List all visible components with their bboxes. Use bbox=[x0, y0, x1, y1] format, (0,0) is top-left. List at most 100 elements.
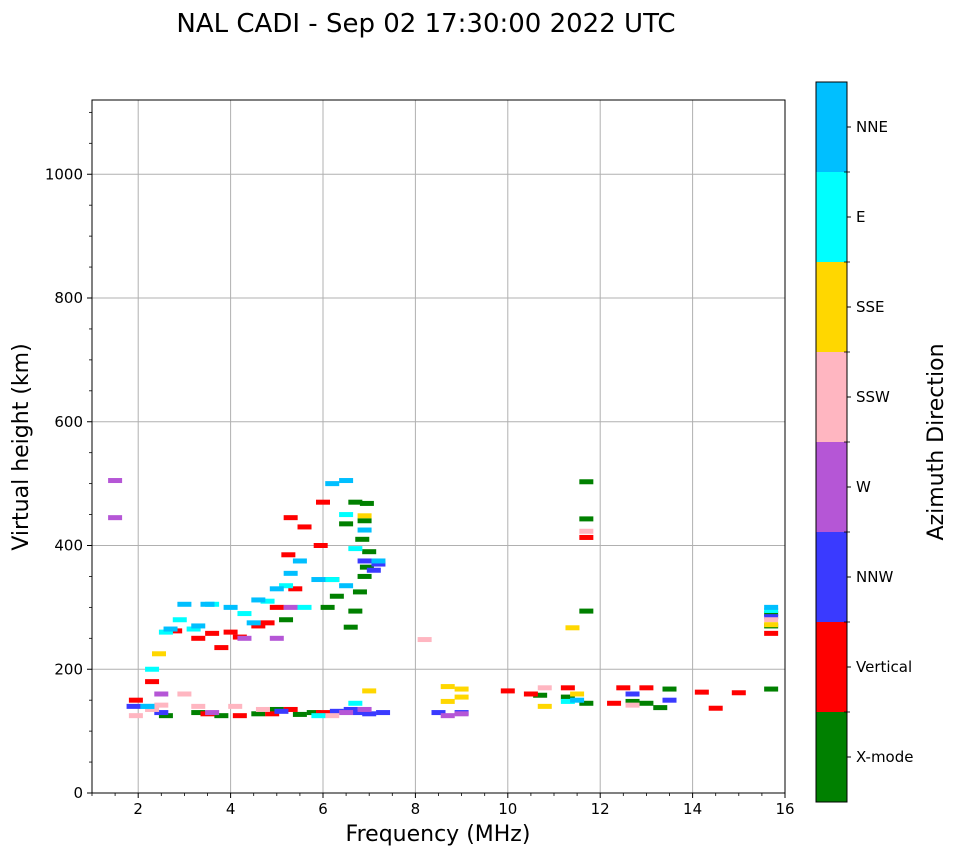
colorbar-category-label: SSW bbox=[856, 388, 890, 406]
x-tick-label: 14 bbox=[683, 800, 702, 818]
chart-title: NAL CADI - Sep 02 17:30:00 2022 UTC bbox=[176, 9, 675, 39]
point-sse bbox=[440, 684, 455, 690]
point-w bbox=[154, 691, 169, 697]
point-nne bbox=[269, 586, 284, 592]
point-nne bbox=[140, 703, 155, 709]
colorbar-category-label: X-mode bbox=[856, 748, 913, 766]
point-e bbox=[348, 700, 363, 706]
point-e bbox=[339, 512, 354, 518]
point-nne bbox=[570, 697, 585, 703]
point-vertical bbox=[145, 679, 160, 685]
point-vertical bbox=[500, 688, 515, 694]
point-vertical bbox=[128, 697, 143, 703]
y-tick-label: 600 bbox=[54, 413, 83, 431]
point-ssw bbox=[255, 706, 270, 712]
point-w bbox=[357, 706, 372, 712]
point-e bbox=[145, 666, 160, 672]
point-xmode bbox=[251, 711, 266, 717]
point-sse bbox=[151, 651, 166, 657]
point-xmode bbox=[292, 711, 307, 717]
y-axis-ticks: 0 200 400 600 800 1000 bbox=[45, 111, 92, 802]
colorbar-segment bbox=[816, 352, 847, 442]
point-w bbox=[205, 710, 220, 716]
point-nne bbox=[311, 577, 326, 583]
point-w bbox=[269, 635, 284, 641]
point-e bbox=[172, 617, 187, 623]
point-nne bbox=[325, 481, 340, 487]
point-ssw bbox=[325, 713, 340, 719]
point-nne bbox=[251, 597, 266, 603]
point-vertical bbox=[579, 534, 594, 540]
x-axis-ticks: 2 4 6 8 10 12 14 16 bbox=[91, 793, 795, 818]
colorbar-category-label: NNW bbox=[856, 568, 893, 586]
point-e bbox=[158, 629, 173, 635]
colorbar-category-label: E bbox=[856, 208, 865, 226]
point-vertical bbox=[313, 543, 328, 548]
point-vertical bbox=[316, 499, 330, 505]
point-ssw bbox=[579, 528, 594, 534]
point-sse bbox=[454, 686, 469, 692]
point-w bbox=[108, 515, 123, 521]
data-points bbox=[108, 478, 779, 719]
point-sse bbox=[454, 694, 469, 700]
point-e bbox=[297, 604, 312, 610]
point-xmode bbox=[362, 549, 377, 555]
point-vertical bbox=[251, 623, 266, 629]
point-nne bbox=[283, 570, 298, 576]
point-nnw bbox=[357, 558, 372, 564]
point-xmode bbox=[359, 564, 374, 570]
point-xmode bbox=[359, 500, 374, 506]
point-e bbox=[764, 607, 779, 613]
point-nne bbox=[339, 478, 354, 484]
point-vertical bbox=[764, 630, 779, 636]
point-xmode bbox=[214, 713, 229, 719]
point-ssw bbox=[625, 702, 640, 708]
y-tick-label: 800 bbox=[54, 289, 83, 307]
point-w bbox=[454, 711, 469, 717]
point-xmode bbox=[579, 516, 594, 522]
point-xmode bbox=[158, 713, 173, 719]
point-vertical bbox=[191, 635, 206, 641]
y-tick-label: 200 bbox=[54, 660, 83, 678]
point-nne bbox=[246, 620, 261, 626]
point-vertical bbox=[607, 700, 622, 706]
x-axis-label: Frequency (MHz) bbox=[346, 822, 531, 847]
plot-frame bbox=[91, 99, 786, 794]
point-vertical bbox=[560, 685, 575, 691]
point-vertical bbox=[316, 710, 330, 716]
point-ssw bbox=[417, 637, 432, 643]
point-e bbox=[237, 611, 252, 617]
point-nne bbox=[163, 626, 178, 632]
point-nnw bbox=[662, 697, 677, 703]
colorbar-segment bbox=[816, 262, 847, 352]
colorbar-frame bbox=[815, 81, 848, 803]
point-sse bbox=[565, 625, 580, 631]
y-tick-label: 0 bbox=[73, 784, 83, 802]
point-nnw bbox=[625, 691, 640, 697]
point-xmode bbox=[639, 700, 654, 706]
point-xmode bbox=[191, 710, 206, 716]
point-vertical bbox=[223, 629, 238, 635]
point-vertical bbox=[232, 713, 247, 719]
point-xmode bbox=[764, 611, 779, 617]
point-vertical bbox=[639, 685, 654, 691]
point-nne bbox=[191, 623, 206, 629]
y-tick-label: 400 bbox=[54, 537, 83, 555]
point-vertical bbox=[281, 552, 296, 558]
point-sse bbox=[570, 691, 585, 697]
point-nnw bbox=[431, 710, 446, 716]
point-xmode bbox=[306, 710, 321, 716]
point-xmode bbox=[343, 624, 358, 630]
point-nnw bbox=[376, 710, 391, 716]
point-xmode bbox=[579, 700, 594, 706]
point-sse bbox=[764, 622, 779, 628]
point-xmode bbox=[662, 686, 677, 692]
point-w bbox=[339, 710, 354, 716]
point-ssw bbox=[145, 706, 160, 712]
colorbar-segment bbox=[816, 442, 847, 532]
point-nne bbox=[371, 558, 386, 564]
point-xmode bbox=[579, 608, 594, 614]
point-nnw bbox=[366, 567, 381, 573]
point-vertical bbox=[708, 705, 723, 711]
point-nne bbox=[200, 601, 215, 607]
